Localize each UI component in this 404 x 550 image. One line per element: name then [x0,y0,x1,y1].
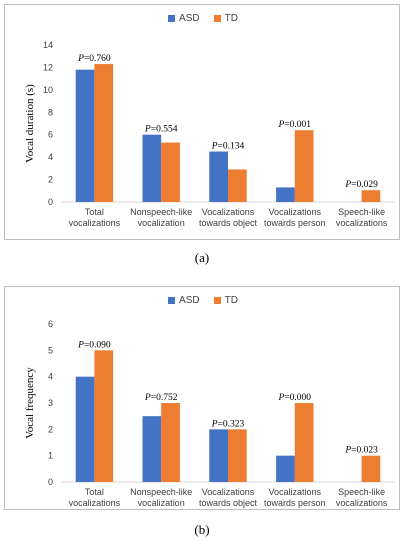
y-tick-label: 14 [43,40,53,50]
category-label: Total [85,487,104,497]
bar-asd [276,455,295,482]
y-tick-label: 12 [43,62,53,72]
category-label: Nonspeech-like [130,487,192,497]
category-label: vocalizations [69,498,121,508]
y-tick-label: 5 [48,345,53,355]
chart-panel-b: ASD TD 0 1 2 3 4 5 6 Vocal frequency P=0.090 Tota… [4,286,400,510]
bar-asd [276,187,295,202]
y-tick-label: 2 [48,175,53,185]
p-value-label: P=0.090 [77,340,111,350]
category-label: Nonspeech-like [130,207,192,217]
bar-td [94,350,114,482]
bar-td [228,429,247,482]
bar-td [161,142,180,202]
y-tick-label: 4 [48,372,53,382]
legend-b: ASD TD [5,295,401,306]
category-label: vocalizations [336,218,388,228]
category-label: Speech-like [338,207,385,217]
y-axis-label: Vocal duration (s) [24,84,36,163]
chart-panel-a: ASD TD 0 2 4 6 8 10 12 14 Vocal duration (s) P=0.… [4,4,400,240]
bar-td [294,130,314,202]
legend-swatch-td [213,15,221,22]
category-label: Total [85,207,104,217]
legend-item-asd: ASD [168,13,200,24]
y-tick-label: 6 [48,319,53,329]
category-label: towards object [199,218,258,228]
y-tick-label: 1 [48,451,53,461]
legend-swatch-td [213,297,221,304]
caption-b: (b) [194,522,210,537]
p-value-label: P=0.029 [344,180,378,190]
p-value-label: P=0.554 [144,125,178,135]
bar-asd [209,429,228,482]
y-tick-label: 10 [43,85,53,95]
y-axis-label: Vocal frequency [24,367,36,439]
bar-td [294,403,314,482]
category-label: towards person [264,498,326,508]
y-tick-label: 6 [48,130,53,140]
caption-a: (a) [194,250,210,265]
y-tick-label: 3 [48,398,53,408]
bar-td [228,169,247,202]
category-label: vocalization [138,218,185,228]
y-tick-label: 0 [48,197,53,207]
p-value-label: P=0.023 [344,446,378,456]
bar-td [161,403,180,482]
category-label: Vocalizations [202,487,255,497]
category-label: vocalizations [336,498,388,508]
legend-label-td: TD [224,295,238,306]
p-value-label: P=0.760 [77,54,111,64]
category-label: vocalizations [69,218,121,228]
legend-label-asd: ASD [179,13,200,24]
y-tick-label: 4 [48,152,53,162]
legend-swatch-asd [168,297,176,304]
bar-asd [75,376,95,482]
p-value-label: P=0.001 [278,120,312,130]
p-value-label: P=0.134 [211,142,245,152]
bar-asd [142,134,162,202]
bar-asd [75,69,95,203]
bar-chart-a: 0 2 4 6 8 10 12 14 Vocal duration (s) P=0.760 Tota… [24,40,395,228]
category-label: Speech-like [338,487,385,497]
p-value-label: P=0.000 [278,393,312,403]
p-value-label: P=0.752 [144,393,178,403]
category-label: Vocalizations [269,487,322,497]
legend-item-td: TD [213,13,238,24]
legend-label-td: TD [224,13,238,24]
bar-td [361,455,381,482]
category-label: vocalization [138,498,185,508]
legend-item-td: TD [213,295,238,306]
category-label: Vocalizations [269,207,322,217]
bar-asd [142,416,162,482]
p-value-label: P=0.323 [211,419,245,429]
category-label: towards object [199,498,258,508]
category-label: towards person [264,218,326,228]
legend-swatch-asd [168,15,176,22]
category-label: Vocalizations [202,207,255,217]
y-tick-label: 2 [48,424,53,434]
legend-a: ASD TD [5,13,401,24]
legend-label-asd: ASD [179,295,200,306]
legend-item-asd: ASD [168,295,200,306]
y-tick-label: 0 [48,477,53,487]
bar-td [361,190,381,202]
y-tick-label: 8 [48,107,53,117]
bar-asd [209,151,228,202]
bar-td [94,64,114,202]
